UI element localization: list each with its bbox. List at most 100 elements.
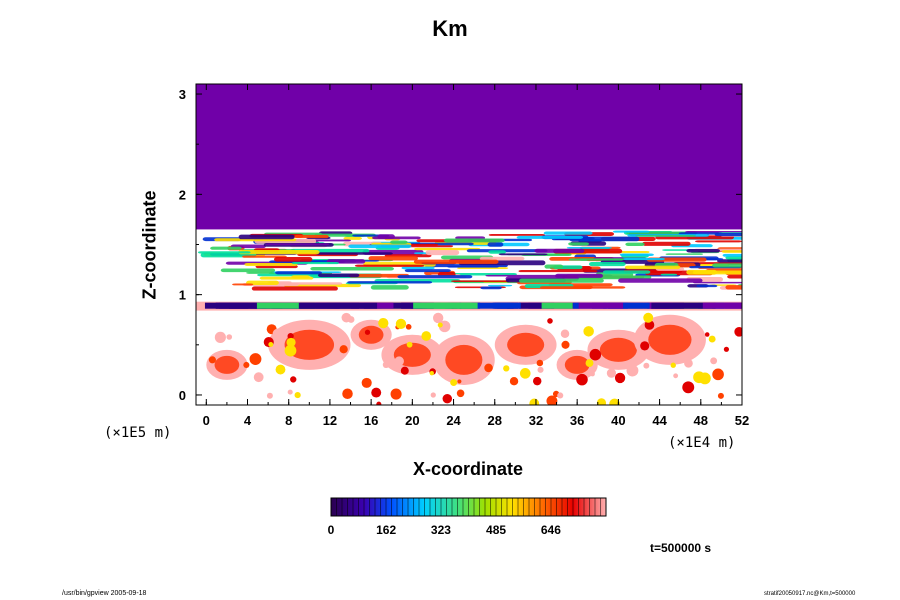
colorbar-tick-label: 485 [486,523,506,537]
z-tick-label: 0 [179,388,186,403]
stable-streak [229,302,282,309]
turbulence-streak [686,248,720,253]
lower-patch [643,312,654,323]
lower-patch [442,393,453,404]
turbulence-streak [555,273,603,278]
turbulence-streak [539,286,626,289]
stable-streak [413,302,449,309]
stable-streak [651,302,684,309]
lower-patch [456,389,465,398]
x-tick-label: 12 [323,413,337,428]
stable-streak [702,302,742,309]
lower-patch [390,388,402,400]
x-tick-label: 48 [694,413,708,428]
x-tick-label: 20 [405,413,419,428]
lower-patch [561,340,570,349]
lower-patch [287,389,293,395]
stable-streak [724,302,742,309]
turbulence-streak [443,238,505,243]
turbulence-streak [487,242,504,247]
stable-streak [578,302,624,309]
turbulence-streak [368,256,418,261]
turbulence-streak [695,240,742,243]
lower-patch [208,356,216,364]
turbulence-streak [479,256,525,261]
turbulence-streak [678,232,722,235]
turbulence-streak [265,243,330,246]
region-upper [196,84,742,230]
turbulence-streak [274,257,313,262]
turbulence-streak [404,269,451,273]
turbulence-streak [737,284,742,289]
lower-patch [589,348,602,361]
lower-patch [342,388,353,400]
turbulence-streak [721,250,742,253]
lower-patch [708,335,716,343]
x-tick-label: 32 [529,413,543,428]
turbulence-streak [519,278,604,283]
colorbar-tick-label: 162 [376,523,396,537]
lower-patch [284,344,297,357]
lower-patch [382,361,390,369]
turbulence-streak [310,266,394,271]
lower-patch [519,368,531,379]
lower-blob-core [648,324,692,355]
lower-patch [450,379,458,387]
turbulence-streak [210,246,242,250]
lower-blob-core [445,344,483,375]
chart-title: Km [432,16,468,41]
turbulence-streak [238,234,295,240]
lower-patch [405,324,412,330]
colorbar-tick-label: 0 [328,523,335,537]
lower-patch [583,326,594,337]
lower-patch [243,361,250,369]
lower-patch [371,387,382,398]
z-tick-label: 3 [179,87,186,102]
x-axis-label: X-coordinate [412,459,523,479]
lower-patch [253,372,264,383]
turbulence-streak [220,268,276,273]
turbulence-streak [401,266,435,270]
turbulence-streak [665,253,704,255]
lower-patch [437,322,443,328]
turbulence-streak [712,263,742,268]
stable-streak [541,302,573,309]
lower-patch [614,372,626,384]
turbulence-streak [348,273,410,278]
lower-patch [596,398,607,405]
lower-patch [484,363,493,373]
lower-patch [560,329,570,338]
turbulence-streak [317,273,360,278]
lower-patch [710,357,718,365]
lower-patch [430,392,436,398]
turbulence-streak [568,242,589,246]
footer-source: stratif20050917.nc@Km,t=500000 [764,591,856,597]
turbulence-streak [696,284,718,288]
lower-patch [712,368,724,381]
turbulence-streak [425,250,460,256]
turbulence-streak [602,270,651,274]
x-tick-label: 52 [735,413,749,428]
turbulence-streak [566,247,612,249]
turbulence-streak [413,259,499,264]
lower-patch [585,359,594,367]
lower-blob-core [507,332,545,357]
stable-streak [461,302,472,309]
colorbar-tick-label: 646 [541,523,561,537]
z-tick-label: 1 [179,288,186,303]
x-tick-label: 8 [285,413,292,428]
stable-streak [326,302,378,309]
turbulence-streak [232,283,254,286]
lower-patch [734,327,742,337]
lower-blob-core [284,329,335,360]
lower-patch [364,329,371,335]
turbulence-streak [727,274,742,279]
lower-patch [294,391,301,399]
turbulence-streak [259,276,314,280]
lower-patch [268,342,274,347]
stable-streak [741,302,742,309]
lower-patch [670,362,676,368]
turbulence-streak [488,250,507,254]
lower-patch [626,364,639,377]
lower-patch [529,398,540,405]
